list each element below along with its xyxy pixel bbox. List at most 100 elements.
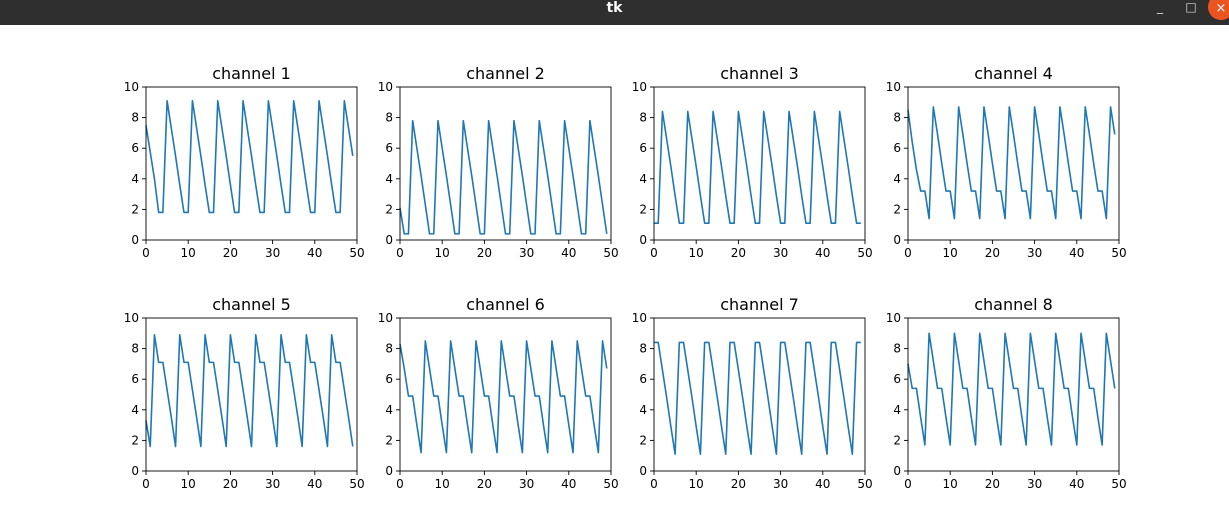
y-tick-label: 4 (893, 172, 901, 186)
y-tick-label: 4 (385, 403, 393, 417)
y-tick-label: 6 (131, 141, 139, 155)
subplot-channel-8: 0 10 20 30 40 50 0 2 4 6 8 10 channel 8 (886, 295, 1127, 491)
window-titlebar[interactable]: tk _ □ × (0, 0, 1229, 25)
x-tick-label: 30 (519, 246, 534, 260)
x-tick-label: 50 (1111, 477, 1126, 491)
y-tick-label: 8 (639, 342, 647, 356)
y-tick-label: 0 (131, 233, 139, 247)
y-tick-label: 8 (639, 111, 647, 125)
x-tick-label: 20 (223, 477, 238, 491)
axes-frame (653, 86, 866, 241)
figure-canvas: 0 10 20 30 40 50 0 2 4 6 8 10 channel 1 0 10 20 30 40 50 0 2… (0, 25, 1229, 524)
subplot-title: channel 1 (212, 64, 291, 83)
x-tick-label: 0 (142, 477, 150, 491)
x-tick-label: 10 (181, 246, 196, 260)
series-line (145, 99, 354, 214)
x-tick-label: 10 (689, 246, 704, 260)
x-tick-label: 50 (603, 477, 618, 491)
y-tick-label: 0 (639, 233, 647, 247)
subplot-title: channel 5 (212, 295, 291, 314)
x-tick-label: 50 (857, 477, 872, 491)
y-tick-label: 2 (639, 433, 647, 447)
axes-frame (907, 86, 1120, 241)
y-tick-label: 2 (639, 202, 647, 216)
x-tick-label: 10 (943, 477, 958, 491)
axes-frame (145, 317, 358, 472)
y-tick-label: 4 (639, 403, 647, 417)
series-line (654, 110, 861, 224)
subplot-title: channel 2 (466, 64, 545, 83)
y-tick-label: 6 (639, 141, 647, 155)
axes-frame (145, 86, 358, 241)
y-tick-label: 10 (632, 80, 647, 94)
y-tick-label: 6 (893, 141, 901, 155)
x-tick-label: 40 (561, 246, 576, 260)
x-tick-label: 30 (265, 246, 280, 260)
x-tick-label: 40 (815, 477, 830, 491)
subplot-channel-3: 0 10 20 30 40 50 0 2 4 6 8 10 channel 3 (632, 64, 873, 260)
subplot-title: channel 3 (720, 64, 799, 83)
y-tick-label: 2 (131, 202, 139, 216)
y-tick-label: 0 (385, 464, 393, 478)
x-tick-label: 30 (265, 477, 280, 491)
x-tick-label: 30 (773, 246, 788, 260)
x-tick-label: 40 (815, 246, 830, 260)
y-tick-label: 8 (385, 111, 393, 125)
minimize-icon[interactable]: _ (1157, 0, 1163, 14)
x-tick-label: 0 (396, 246, 404, 260)
series-line (145, 334, 354, 448)
x-tick-label: 0 (142, 246, 150, 260)
subplot-channel-7: 0 10 20 30 40 50 0 2 4 6 8 10 channel 7 (632, 295, 873, 491)
x-tick-label: 0 (650, 477, 658, 491)
subplot-channel-2: 0 10 20 30 40 50 0 2 4 6 8 10 channel 2 (378, 64, 619, 260)
x-tick-label: 10 (435, 477, 450, 491)
subplot-title: channel 7 (720, 295, 799, 314)
series-line (399, 119, 608, 235)
y-tick-label: 6 (385, 141, 393, 155)
series-line (654, 341, 861, 455)
axes-frame (907, 317, 1120, 472)
y-tick-label: 8 (893, 342, 901, 356)
x-tick-label: 30 (1027, 477, 1042, 491)
y-tick-label: 8 (131, 342, 139, 356)
subplot-title: channel 8 (974, 295, 1053, 314)
x-tick-label: 40 (307, 246, 322, 260)
series-line (907, 332, 1116, 446)
subplot-channel-6: 0 10 20 30 40 50 0 2 4 6 8 10 channel 6 (378, 295, 619, 491)
x-tick-label: 30 (773, 477, 788, 491)
maximize-icon[interactable]: □ (1185, 0, 1197, 14)
x-tick-label: 0 (904, 246, 912, 260)
y-tick-label: 4 (893, 403, 901, 417)
x-tick-label: 20 (477, 246, 492, 260)
y-tick-label: 4 (639, 172, 647, 186)
axes-frame (399, 86, 612, 241)
x-tick-label: 10 (435, 246, 450, 260)
x-tick-label: 0 (396, 477, 404, 491)
x-tick-label: 20 (223, 246, 238, 260)
y-tick-label: 2 (893, 433, 901, 447)
x-tick-label: 50 (857, 246, 872, 260)
x-tick-label: 0 (904, 477, 912, 491)
window-title: tk (606, 0, 623, 16)
y-tick-label: 8 (385, 342, 393, 356)
y-tick-label: 6 (639, 372, 647, 386)
y-tick-label: 2 (385, 433, 393, 447)
y-tick-label: 6 (893, 372, 901, 386)
y-tick-label: 2 (131, 433, 139, 447)
close-icon[interactable]: × (1208, 0, 1229, 20)
x-tick-label: 10 (943, 246, 958, 260)
x-tick-label: 20 (985, 477, 1000, 491)
x-tick-label: 50 (349, 477, 364, 491)
y-tick-label: 10 (124, 311, 139, 325)
x-tick-label: 40 (561, 477, 576, 491)
x-tick-label: 50 (603, 246, 618, 260)
x-tick-label: 10 (181, 477, 196, 491)
y-tick-label: 10 (886, 80, 901, 94)
x-tick-label: 10 (689, 477, 704, 491)
x-tick-label: 40 (307, 477, 322, 491)
axes-frame (399, 317, 612, 472)
x-tick-label: 20 (731, 246, 746, 260)
x-tick-label: 20 (477, 477, 492, 491)
y-tick-label: 2 (893, 202, 901, 216)
